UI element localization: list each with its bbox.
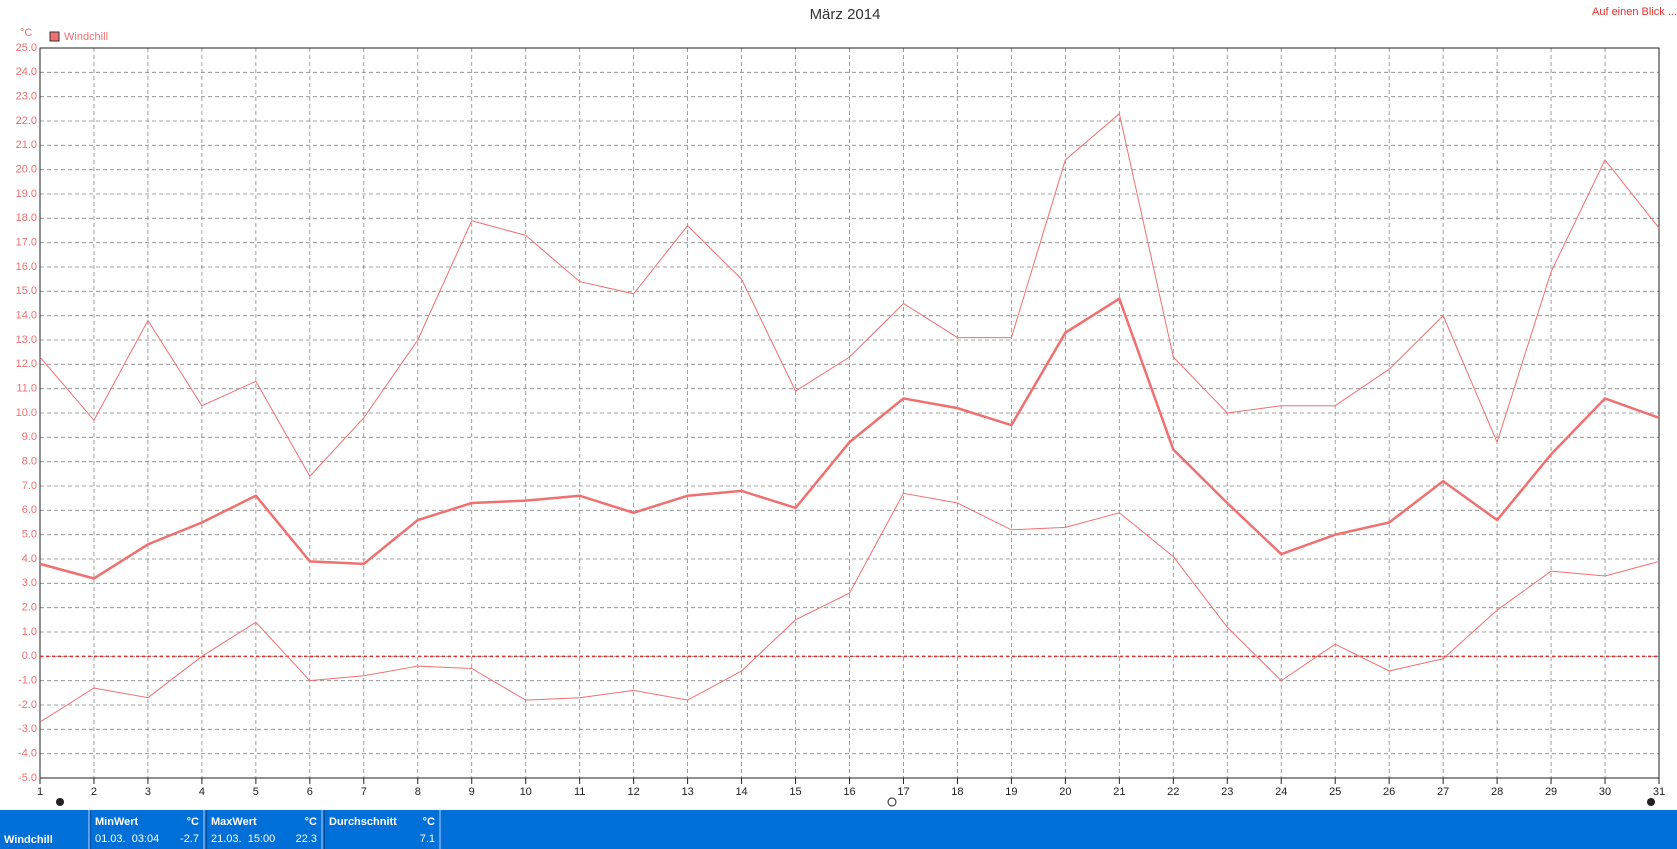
x-tick-label: 9 — [469, 786, 475, 798]
x-tick-label: 6 — [307, 786, 313, 798]
y-tick-label: 2.0 — [22, 602, 37, 614]
x-tick-label: 5 — [253, 786, 259, 798]
y-tick-label: 12.0 — [16, 358, 37, 370]
y-tick-label: 7.0 — [22, 480, 37, 492]
min-unit: °C — [186, 816, 199, 828]
y-tick-label: 15.0 — [16, 285, 37, 297]
max-unit: °C — [304, 816, 317, 828]
x-tick-label: 16 — [843, 786, 855, 798]
x-tick-label: 17 — [897, 786, 909, 798]
y-tick-label: 0.0 — [22, 650, 37, 662]
x-tick-label: 26 — [1383, 786, 1395, 798]
legend-swatch — [49, 31, 60, 42]
avg-box: Durchschnitt °C 7.1 — [324, 810, 441, 849]
x-tick-label: 25 — [1329, 786, 1341, 798]
y-tick-label: -3.0 — [18, 723, 37, 735]
y-tick-label: 10.0 — [16, 407, 37, 419]
x-tick-label: 1 — [37, 786, 43, 798]
max-title: MaxWert — [211, 816, 257, 828]
x-tick-label: 31 — [1653, 786, 1665, 798]
y-tick-label: -1.0 — [18, 675, 37, 687]
y-tick-label: 11.0 — [16, 383, 37, 395]
y-tick-label: 8.0 — [22, 456, 37, 468]
avg-unit: °C — [422, 816, 435, 828]
min-value: -2.7 — [180, 833, 199, 845]
x-tick-label: 19 — [1005, 786, 1017, 798]
x-tick-label: 2 — [91, 786, 97, 798]
x-tick-label: 18 — [951, 786, 963, 798]
y-tick-label: 17.0 — [16, 237, 37, 249]
max-date: 21.03. 15:00 — [211, 833, 276, 845]
x-tick-label: 28 — [1491, 786, 1503, 798]
series-line — [39, 492, 1660, 723]
x-tick-label: 29 — [1545, 786, 1557, 798]
y-tick-label: 6.0 — [22, 504, 37, 516]
avg-value: 7.1 — [419, 833, 435, 845]
legend-label: Windchill — [64, 31, 108, 43]
x-tick-label: 21 — [1113, 786, 1125, 798]
y-tick-label: 9.0 — [22, 431, 37, 443]
x-tick-label: 13 — [681, 786, 693, 798]
x-tick-label: 3 — [145, 786, 151, 798]
x-tick-label: 20 — [1059, 786, 1071, 798]
y-tick-label: 3.0 — [22, 577, 37, 589]
series-line — [39, 296, 1660, 580]
chart: März 2014 Auf einen Blick ... °C -5.0 -4.… — [16, 6, 1677, 807]
y-tick-label: 16.0 — [16, 261, 37, 273]
x-tick-label: 4 — [199, 786, 205, 798]
y-tick-label: 21.0 — [16, 139, 37, 151]
marker-dot — [887, 797, 897, 807]
y-tick-label: -2.0 — [18, 699, 37, 711]
y-tick-label: 1.0 — [22, 626, 37, 638]
y-unit: °C — [20, 27, 32, 39]
y-tick-label: 14.0 — [16, 310, 37, 322]
x-tick-label: 27 — [1437, 786, 1449, 798]
y-tick-label: 5.0 — [22, 529, 37, 541]
x-tick-label: 8 — [415, 786, 421, 798]
x-tick-label: 10 — [520, 786, 532, 798]
avg-title: Durchschnitt — [329, 816, 397, 828]
y-tick-label: 13.0 — [16, 334, 37, 346]
x-tick-label: 24 — [1275, 786, 1287, 798]
y-tick-label: 20.0 — [16, 164, 37, 176]
marker-dot — [56, 798, 64, 806]
x-tick-label: 30 — [1599, 786, 1611, 798]
x-tick-label: 22 — [1167, 786, 1179, 798]
summary-bar: Windchill MinWert °C 01.03. 03:04 -2.7 M… — [0, 810, 1677, 849]
x-tick-label: 23 — [1221, 786, 1233, 798]
y-tick-label: 22.0 — [16, 115, 37, 127]
min-date: 01.03. 03:04 — [95, 833, 160, 845]
summary-label: Windchill — [4, 834, 53, 846]
y-tick-label: -4.0 — [18, 748, 37, 760]
overview-link[interactable]: Auf einen Blick ... — [1592, 6, 1677, 18]
plot-frame — [39, 47, 1660, 779]
x-tick-label: 11 — [574, 786, 585, 798]
x-tick-label: 14 — [735, 786, 747, 798]
max-value: 22.3 — [295, 833, 317, 845]
x-tick-label: 7 — [361, 786, 367, 798]
min-title: MinWert — [95, 816, 139, 828]
chart-title: März 2014 — [810, 6, 881, 23]
y-tick-label: -5.0 — [18, 772, 37, 784]
y-tick-label: 4.0 — [22, 553, 37, 565]
summary-label-box: Windchill — [0, 810, 90, 849]
y-tick-label: 18.0 — [16, 212, 37, 224]
y-tick-label: 19.0 — [16, 188, 37, 200]
marker-dot — [1647, 798, 1655, 806]
y-tick-label: 24.0 — [16, 66, 37, 78]
min-box: MinWert °C 01.03. 03:04 -2.7 — [90, 810, 205, 849]
y-tick-label: 25.0 — [16, 42, 37, 54]
x-tick-label: 15 — [789, 786, 801, 798]
y-tick-label: 23.0 — [16, 91, 37, 103]
series-line — [39, 112, 1660, 478]
max-box: MaxWert °C 21.03. 15:00 22.3 — [206, 810, 323, 849]
x-tick-label: 12 — [628, 786, 640, 798]
